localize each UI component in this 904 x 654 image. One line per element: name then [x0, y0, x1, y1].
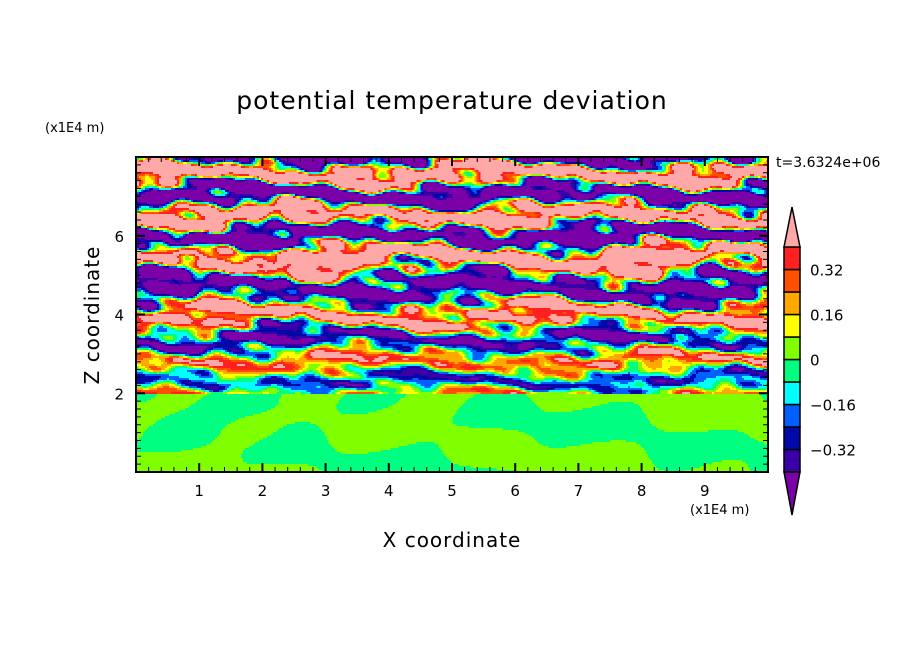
y-tick-label: 2 [114, 385, 124, 403]
x-tick-label: 4 [384, 482, 394, 500]
colorbar-box [783, 448, 801, 473]
colorbar-box [783, 336, 801, 361]
y-axis-unit: (x1E4 m) [45, 121, 105, 136]
chart-title: potential temperature deviation [236, 86, 668, 115]
colorbar-box [783, 358, 801, 383]
x-tick-label: 1 [194, 482, 204, 500]
x-tick-label: 2 [258, 482, 268, 500]
colorbar-box [783, 246, 801, 271]
time-label: t=3.6324e+06 [776, 155, 881, 171]
colorbar-box [783, 291, 801, 316]
x-axis-label: X coordinate [382, 528, 522, 552]
x-axis-unit: (x1E4 m) [690, 503, 750, 518]
colorbar-tick-label: −0.16 [810, 397, 856, 415]
plot-frame [135, 156, 769, 473]
colorbar-box [783, 381, 801, 406]
y-tick-label: 4 [114, 307, 124, 325]
colorbar-box [783, 313, 801, 338]
colorbar-tick-label: 0.32 [810, 262, 843, 280]
colorbar-extend-max [783, 206, 801, 248]
colorbar-extend-min [783, 471, 801, 516]
x-tick-label: 7 [574, 482, 584, 500]
x-tick-label: 5 [447, 482, 457, 500]
x-tick-label: 8 [637, 482, 647, 500]
x-tick-label: 9 [700, 482, 710, 500]
y-tick-label: 6 [114, 228, 124, 246]
x-tick-label: 6 [510, 482, 520, 500]
colorbar-tick-label: 0.16 [810, 307, 843, 325]
x-tick-label: 3 [321, 482, 331, 500]
contour-field [137, 158, 768, 472]
colorbar-tick-label: 0 [810, 352, 820, 370]
colorbar-tick-label: −0.32 [810, 442, 856, 460]
colorbar-box [783, 426, 801, 451]
colorbar-box [783, 403, 801, 428]
colorbar-box [783, 268, 801, 293]
